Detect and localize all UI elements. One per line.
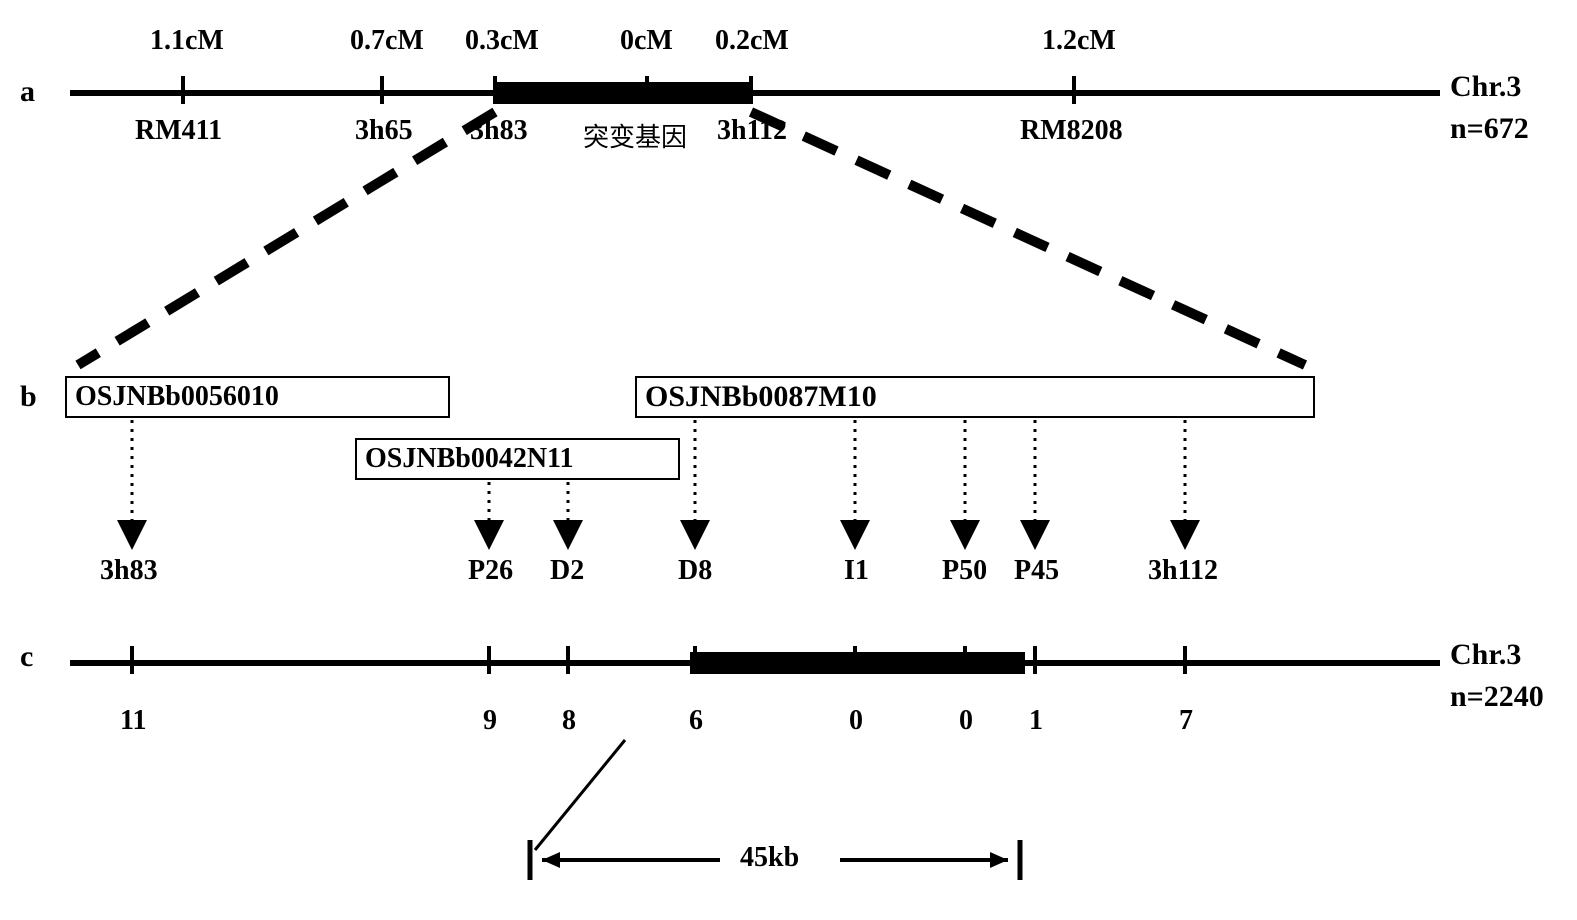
fine-marker-2: D2 [550,555,584,587]
c-tick-3 [693,646,697,674]
c-tick-0 [130,646,134,674]
expand-left-dash [78,112,495,365]
fine-marker-5: P50 [942,555,987,587]
panel-a-label: a [20,75,35,109]
recomb-2: 8 [562,705,576,737]
bac-box-0: OSJNBb0056010 [65,376,450,418]
cm-label-1: 0.7cM [350,25,424,57]
panel-a-chrom-line [70,90,1440,96]
cm-label-5: 1.2cM [1042,25,1116,57]
recomb-3: 6 [689,705,703,737]
recomb-0: 11 [120,705,146,737]
panel-c-thick-block [690,652,1025,674]
c-tick-4 [853,646,857,674]
recomb-6: 1 [1029,705,1043,737]
panel-c-n: n=2240 [1450,680,1544,714]
fine-marker-4: I1 [844,555,869,587]
cm-label-0: 1.1cM [150,25,224,57]
tick-3h65 [380,76,384,104]
cm-label-2: 0.3cM [465,25,539,57]
c-tick-5 [963,646,967,674]
c-tick-7 [1183,646,1187,674]
c-tick-6 [1033,646,1037,674]
recomb-5: 0 [959,705,973,737]
cm-label-3: 0cM [620,25,673,57]
bac-box-2: OSJNBb0087M10 [635,376,1315,418]
tick-rm8208 [1072,76,1076,104]
marker-a-1: 3h65 [355,115,413,147]
marker-a-2: 3h83 [470,115,528,147]
marker-a-0: RM411 [135,115,222,147]
tick-mut [645,76,649,104]
tick-rm411 [181,76,185,104]
bac-label-1: OSJNBb0042N11 [365,443,574,475]
span-diag-left [535,740,625,850]
fine-marker-7: 3h112 [1148,555,1218,587]
bac-label-2: OSJNBb0087M10 [645,380,877,414]
expand-right-dash [751,112,1305,365]
panel-a-n: n=672 [1450,112,1529,146]
cm-label-4: 0.2cM [715,25,789,57]
span-arrow-left [542,852,560,868]
panel-c-label: c [20,640,33,674]
tick-3h83 [493,76,497,104]
fine-marker-3: D8 [678,555,712,587]
mutant-gene-label: 突变基因 [583,117,687,154]
panel-a-chr: Chr.3 [1450,70,1521,104]
fine-marker-6: P45 [1014,555,1059,587]
span-arrow-right [990,852,1008,868]
span-label: 45kb [740,842,799,874]
svg-overlay [20,20,1560,900]
tick-3h112 [749,76,753,104]
fine-marker-1: P26 [468,555,513,587]
c-tick-1 [487,646,491,674]
recomb-4: 0 [849,705,863,737]
panel-b-label: b [20,380,37,414]
marker-a-5: RM8208 [1020,115,1123,147]
panel-a-thick-block [495,82,751,104]
panel-c-chr: Chr.3 [1450,638,1521,672]
recomb-1: 9 [483,705,497,737]
c-tick-2 [566,646,570,674]
genetic-map-diagram: a 1.1cM 0.7cM 0.3cM 0cM 0.2cM 1.2cM RM41… [20,20,1560,900]
marker-a-4: 3h112 [717,115,787,147]
bac-label-0: OSJNBb0056010 [75,381,279,413]
recomb-7: 7 [1179,705,1193,737]
fine-marker-0: 3h83 [100,555,158,587]
bac-box-1: OSJNBb0042N11 [355,438,680,480]
